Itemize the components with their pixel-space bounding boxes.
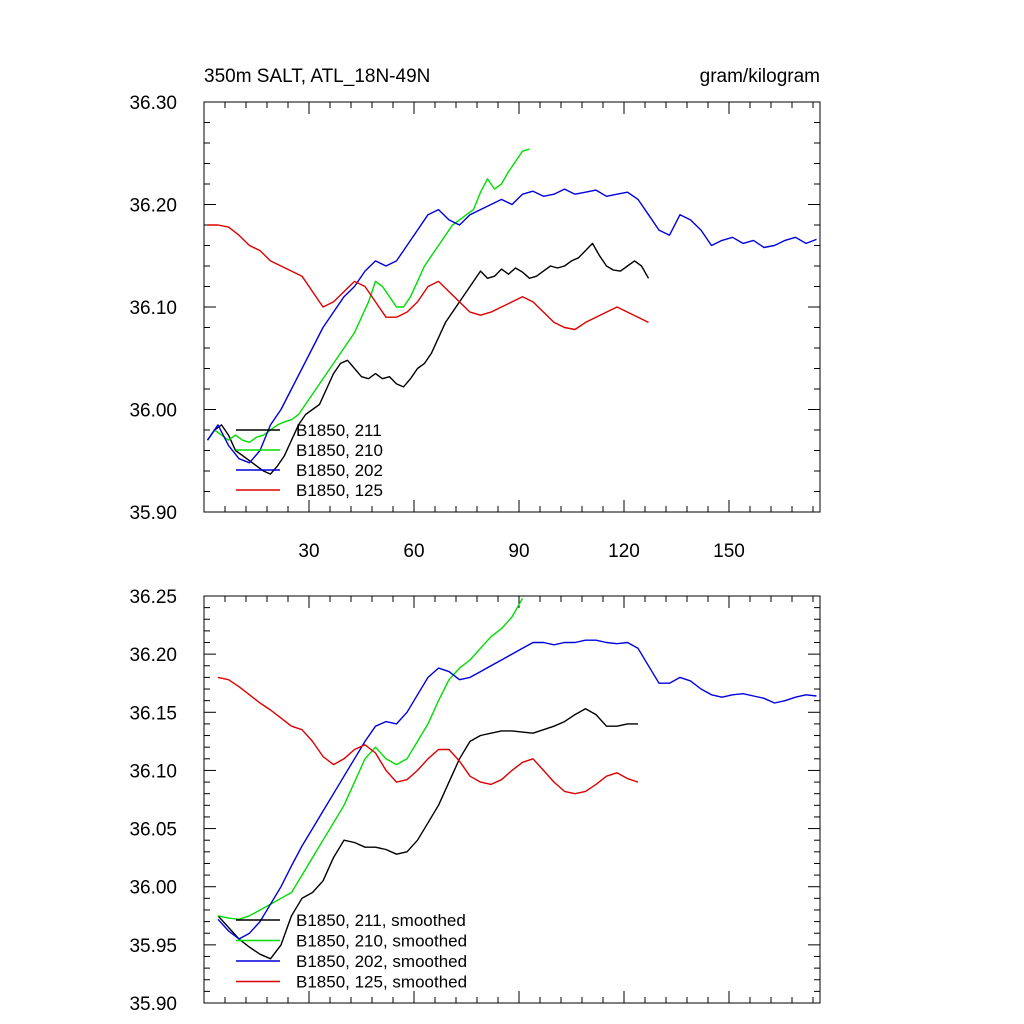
- legend-label: B1850, 202: [296, 461, 383, 480]
- legend-label: B1850, 125, smoothed: [296, 973, 467, 992]
- y-tick-label: 36.20: [129, 196, 177, 217]
- y-tick-label: 36.15: [129, 703, 177, 724]
- top-panel: 350m SALT, ATL_18N-49N gram/kilogram 30 6…: [129, 66, 821, 562]
- plot-series: [206, 148, 817, 475]
- y-tick-label: 36.30: [129, 93, 177, 114]
- series-line: [217, 708, 638, 960]
- y-axis-ticks: 35.90 36.00 36.10 36.20 36.30: [129, 93, 820, 524]
- legend-label: B1850, 211, smoothed: [296, 911, 466, 930]
- x-tick-label: 60: [403, 541, 424, 562]
- legend-label: B1850, 202, smoothed: [296, 952, 467, 971]
- x-axis-ticks: [224, 596, 814, 1003]
- x-tick-label: 120: [608, 541, 640, 562]
- plot-series: [217, 597, 817, 960]
- series-line: [206, 188, 817, 464]
- legend-label: B1850, 125: [296, 481, 383, 500]
- x-axis-ticks: 30 60 90 120 150: [224, 102, 814, 562]
- y-tick-label: 36.05: [129, 820, 177, 841]
- units-label: gram/kilogram: [700, 66, 820, 87]
- series-line: [217, 639, 817, 940]
- y-tick-label: 35.90: [129, 503, 177, 524]
- y-tick-label: 35.90: [129, 994, 177, 1015]
- plot-frame: [203, 595, 821, 1004]
- series-line: [217, 676, 639, 795]
- y-tick-label: 36.10: [129, 298, 177, 319]
- y-axis-ticks: 35.90 35.95 36.00 36.05 36.10 36.15 36.20 36.25: [129, 587, 820, 1015]
- legend-label: B1850, 211: [296, 421, 382, 440]
- series-line: [206, 242, 650, 475]
- y-tick-label: 36.25: [129, 587, 177, 608]
- y-tick-label: 35.95: [129, 936, 177, 957]
- chart-title: 350m SALT, ATL_18N-49N: [204, 66, 430, 87]
- x-tick-label: 30: [298, 541, 319, 562]
- y-tick-label: 36.00: [129, 401, 177, 422]
- legend: B1850, 211, smoothed B1850, 210, smoothed…: [236, 911, 467, 992]
- series-line: [207, 224, 649, 331]
- y-tick-label: 36.20: [129, 645, 177, 666]
- y-tick-label: 36.10: [129, 761, 177, 782]
- series-line: [217, 597, 524, 920]
- legend-label: B1850, 210, smoothed: [296, 932, 467, 951]
- y-tick-label: 36.00: [129, 878, 177, 899]
- legend-label: B1850, 210: [296, 441, 383, 460]
- bottom-panel: 35.90 35.95 36.00 36.05 36.10 36.15 36.20 36.25…: [129, 587, 821, 1015]
- x-tick-label: 90: [508, 541, 529, 562]
- series-line: [206, 148, 530, 443]
- x-tick-label: 150: [713, 541, 745, 562]
